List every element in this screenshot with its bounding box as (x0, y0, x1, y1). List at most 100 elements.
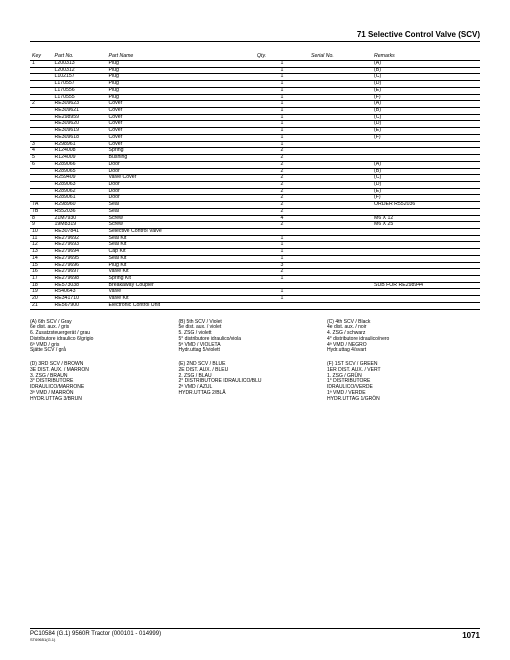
cell (372, 269, 480, 276)
cell: 21 (30, 302, 53, 309)
table-row: RE309619Cover1(E) (30, 128, 480, 135)
note-block: (C) 4th SCV / Black4e dist. aux. / noir4… (327, 318, 476, 361)
cell: 6 (30, 161, 53, 168)
cell (309, 94, 372, 101)
cell: (C) (372, 74, 480, 81)
cell: Door (107, 188, 256, 195)
cell: Breakaway Coupler (107, 282, 256, 289)
cell (309, 242, 372, 249)
table-row: R289065Door2(B) (30, 168, 480, 175)
table-row: 1L200313Plug1(A) (30, 61, 480, 68)
page-number: 1071 (462, 631, 480, 642)
cell (372, 242, 480, 249)
table-row: 3R298961Cover1 (30, 141, 480, 148)
table-row: 18RE573038Breakaway CouplerSUB FOR RE298… (30, 282, 480, 289)
cell (30, 108, 53, 115)
cell (309, 249, 372, 256)
note-line: Sjätte SCV / grå (30, 348, 175, 354)
cell: Seal (107, 202, 256, 209)
cell (30, 74, 53, 81)
cell (309, 269, 372, 276)
note-block: (A) 6th SCV / Gray6e dist. aux. / gris6.… (30, 318, 179, 361)
cell: Spring (107, 148, 256, 155)
cell: Valve Cover (107, 175, 256, 182)
table-row: R289062Door2(E) (30, 188, 480, 195)
table-row: 13RE279694Cap Kit1 (30, 249, 480, 256)
cell (309, 74, 372, 81)
cell: ORDER R552036 (372, 202, 480, 209)
cell: (B) (372, 168, 480, 175)
cell: (E) (372, 128, 480, 135)
legend-notes: (A) 6th SCV / Gray6e dist. aux. / gris6.… (30, 318, 480, 409)
cell (309, 202, 372, 209)
cell (372, 228, 480, 235)
table-row: RE309618Cover1(F) (30, 134, 480, 141)
cell (309, 296, 372, 303)
cell (309, 87, 372, 94)
table-row: 7AR298960Seal2ORDER R552036 (30, 202, 480, 209)
table-header-row: Key Part No. Part Name Qty. Serial No. R… (30, 52, 480, 61)
table-row: 16RE279697Valve Kit2 (30, 269, 480, 276)
cell (372, 262, 480, 269)
cell: (A) (372, 161, 480, 168)
table-row: 5R124009Bushing2 (30, 155, 480, 162)
note-block: (E) 2ND SCV / BLUE2E DIST. AUX. / BLEU2.… (179, 360, 328, 408)
cell (372, 141, 480, 148)
cell: SUB FOR RE298944 (372, 282, 480, 289)
cell (309, 81, 372, 88)
cell: Selective Control Valve (107, 228, 256, 235)
cell: (D) (372, 181, 480, 188)
cell: Seal (107, 208, 256, 215)
cell (309, 262, 372, 269)
cell: 2 (255, 222, 309, 229)
cell: Cover (107, 101, 256, 108)
cell: (F) (372, 134, 480, 141)
table-row: 12RE279693Seal Kit1 (30, 242, 480, 249)
table-row: 919M8319Screw2M6 X 25 (30, 222, 480, 229)
note-line: HYDR.UTTAG 1/GRÖN (327, 397, 472, 403)
table-row: L170556Plug1(E) (30, 87, 480, 94)
parts-table: Key Part No. Part Name Qty. Serial No. R… (30, 52, 480, 310)
cell (372, 249, 480, 256)
col-serial: Serial No. (309, 52, 372, 61)
cell: Cover (107, 141, 256, 148)
cell: Plug (107, 81, 256, 88)
note-block: (D) 3RD SCV / BROWN3E DIST. AUX. / MARRO… (30, 360, 179, 408)
cell: 2 (255, 161, 309, 168)
cell (30, 81, 53, 88)
cell: 1 (255, 276, 309, 283)
table-row: 15RE279696Plug Kit3 (30, 262, 480, 269)
cell: Cover (107, 128, 256, 135)
cell: Plug (107, 67, 256, 74)
cell: (D) (372, 121, 480, 128)
table-row: L170557Plug1(D) (30, 81, 480, 88)
cell: R289066 (53, 161, 107, 168)
cell (372, 148, 480, 155)
table-row: 11RE279692Seal Kit1 (30, 235, 480, 242)
table-row: R289063Door2(D) (30, 181, 480, 188)
cell: 1 (30, 61, 53, 68)
note-line: HYDR.UTTAG 3/BRUN (30, 397, 175, 403)
cell (309, 235, 372, 242)
cell (30, 121, 53, 128)
cell (30, 181, 53, 188)
cell: RE567900 (53, 302, 107, 309)
table-row: L200312Plug1(B) (30, 67, 480, 74)
cell (309, 101, 372, 108)
cell (309, 228, 372, 235)
cell (309, 175, 372, 182)
cell (30, 175, 53, 182)
footer-tiny: ST69651(G.1) (30, 637, 161, 642)
table-row: 7BR552036Seal2 (30, 208, 480, 215)
cell (309, 168, 372, 175)
cell: Plug (107, 61, 256, 68)
cell: (A) (372, 61, 480, 68)
col-partname: Part Name (107, 52, 256, 61)
cell: (B) (372, 67, 480, 74)
cell: Seal Kit (107, 255, 256, 262)
cell: 1 (255, 296, 309, 303)
cell: M6 X 25 (372, 222, 480, 229)
cell (30, 128, 53, 135)
cell (309, 302, 372, 309)
note-line: HYDR.UTTAG 2/BLÅ (179, 391, 324, 397)
